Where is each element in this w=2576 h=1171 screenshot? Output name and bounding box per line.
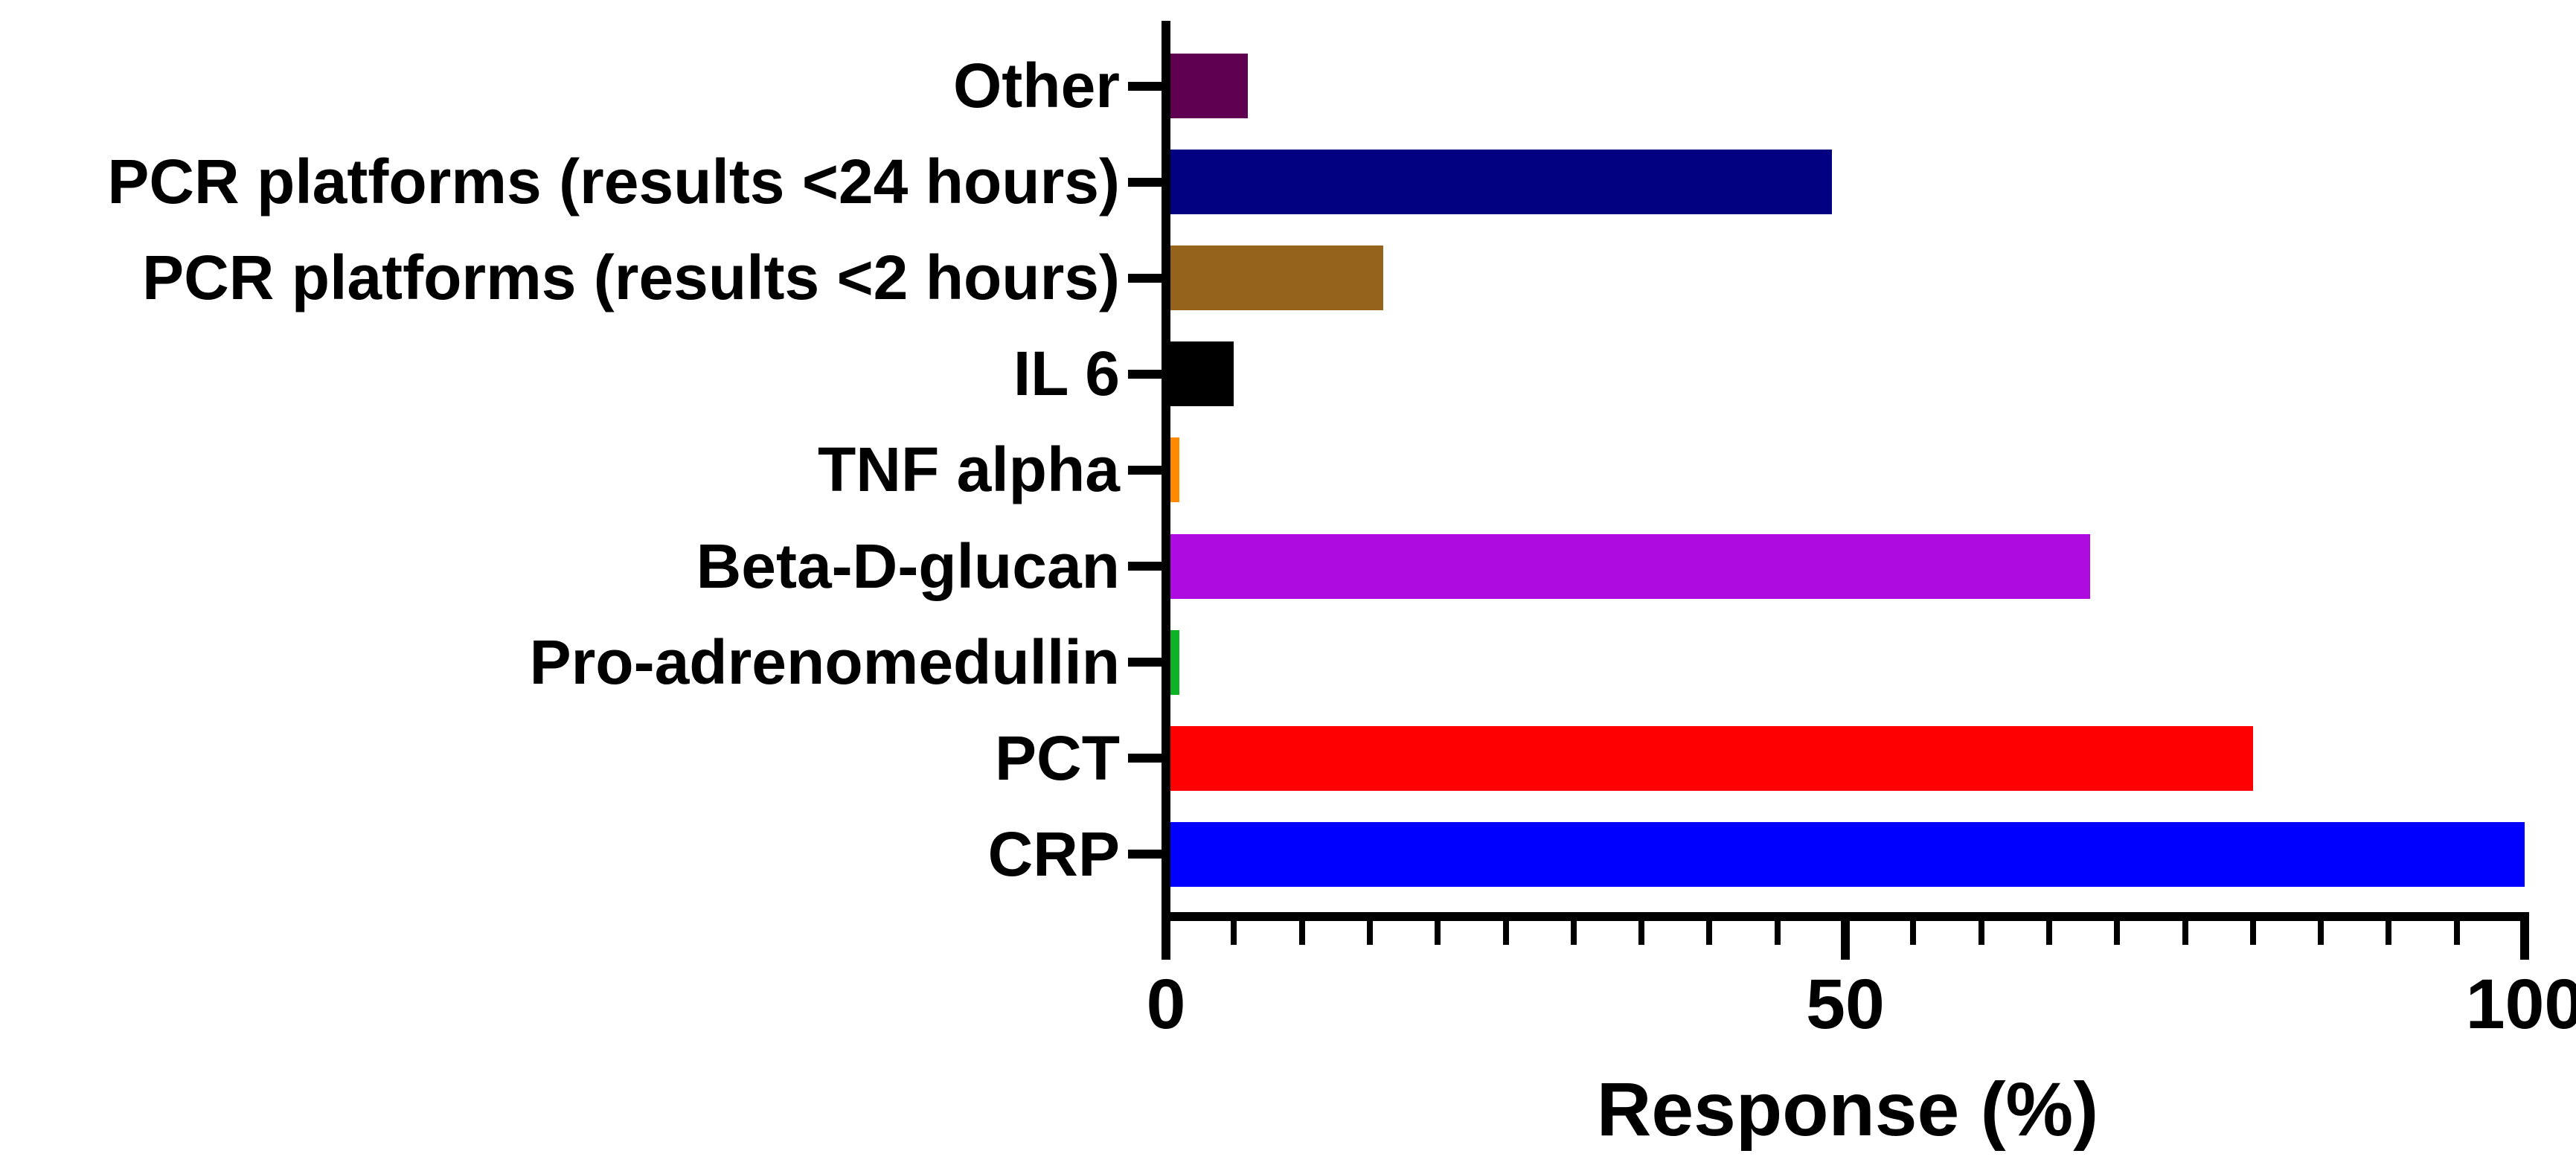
bar [1170,725,2253,791]
category-label: PCT [995,722,1120,793]
x-major-tick [2520,921,2529,960]
x-minor-tick [1298,921,1305,945]
x-minor-tick [2045,921,2052,945]
y-axis-spine [1162,21,1170,921]
category-tick [1128,562,1162,571]
x-tick-label: 0 [1146,965,1186,1044]
x-minor-tick [2453,921,2460,945]
category-label: Beta-D-glucan [696,530,1120,601]
category-label: PCR platforms (results <2 hours) [142,243,1120,313]
category-tick [1128,754,1162,763]
category-tick [1128,81,1162,91]
x-minor-tick [1706,921,1713,945]
x-minor-tick [1774,921,1781,945]
bar [1170,437,1180,503]
x-axis-line [1162,912,2529,921]
bar [1170,629,1180,695]
category-label: PCR platforms (results <24 hours) [107,147,1120,217]
bar [1170,821,2525,887]
x-minor-tick [1366,921,1373,945]
bar [1170,54,1248,118]
x-minor-tick [1502,921,1509,945]
x-minor-tick [1570,921,1577,945]
category-label: TNF alpha [817,434,1120,505]
bar [1170,150,1832,215]
category-label: Pro-adrenomedullin [529,626,1120,697]
category-tick [1128,658,1162,667]
category-tick [1128,273,1162,283]
category-tick [1128,369,1162,379]
x-minor-tick [2386,921,2392,945]
x-axis-title: Response (%) [1596,1067,2099,1152]
category-label: Other [952,51,1120,121]
x-major-tick [1162,921,1170,960]
x-minor-tick [1978,921,1984,945]
x-minor-tick [2249,921,2256,945]
x-minor-tick [1910,921,1917,945]
x-tick-label: 100 [2465,965,2576,1044]
category-tick [1128,177,1162,187]
category-label: CRP [987,818,1120,889]
category-label: IL 6 [1013,339,1120,409]
x-minor-tick [2114,921,2121,945]
x-minor-tick [2182,921,2188,945]
bar [1170,533,2090,599]
bar [1170,246,1384,311]
bar [1170,341,1234,407]
category-tick [1128,850,1162,859]
x-tick-label: 50 [1806,965,1885,1044]
category-tick [1128,465,1162,475]
x-major-tick [1841,921,1850,960]
x-minor-tick [1231,921,1237,945]
x-minor-tick [2318,921,2325,945]
x-minor-tick [1435,921,1441,945]
x-minor-tick [1638,921,1645,945]
